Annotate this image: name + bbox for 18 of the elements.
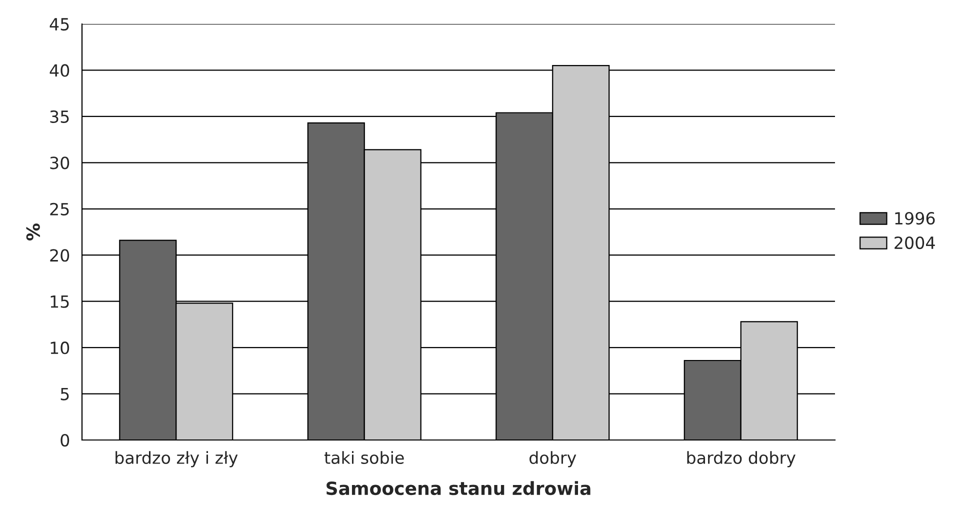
y-axis-title: % <box>26 224 40 240</box>
x-tick-label: bardzo zły i zły <box>116 451 238 468</box>
y-tick-label: 40 <box>50 64 70 77</box>
legend-label: 1996 <box>895 212 935 225</box>
y-tick-label: 30 <box>50 156 70 170</box>
y-tick-label: 15 <box>50 296 69 308</box>
y-tick-label: 45 <box>50 18 69 31</box>
legend-label: 2004 <box>894 236 935 250</box>
x-tick-label: taki sobie <box>324 451 404 464</box>
x-axis-title: Samoocena stanu zdrowia <box>326 481 590 496</box>
y-tick-label: 20 <box>50 249 70 262</box>
y-tick-label: 0 <box>60 434 70 447</box>
y-tick-label: 5 <box>60 388 69 400</box>
y-tick-label: 25 <box>50 202 69 216</box>
x-tick-label: dobry <box>530 451 576 468</box>
y-tick-label: 35 <box>50 110 69 124</box>
x-tick-label: bardzo dobry <box>687 451 796 468</box>
y-tick-label: 10 <box>50 342 70 354</box>
